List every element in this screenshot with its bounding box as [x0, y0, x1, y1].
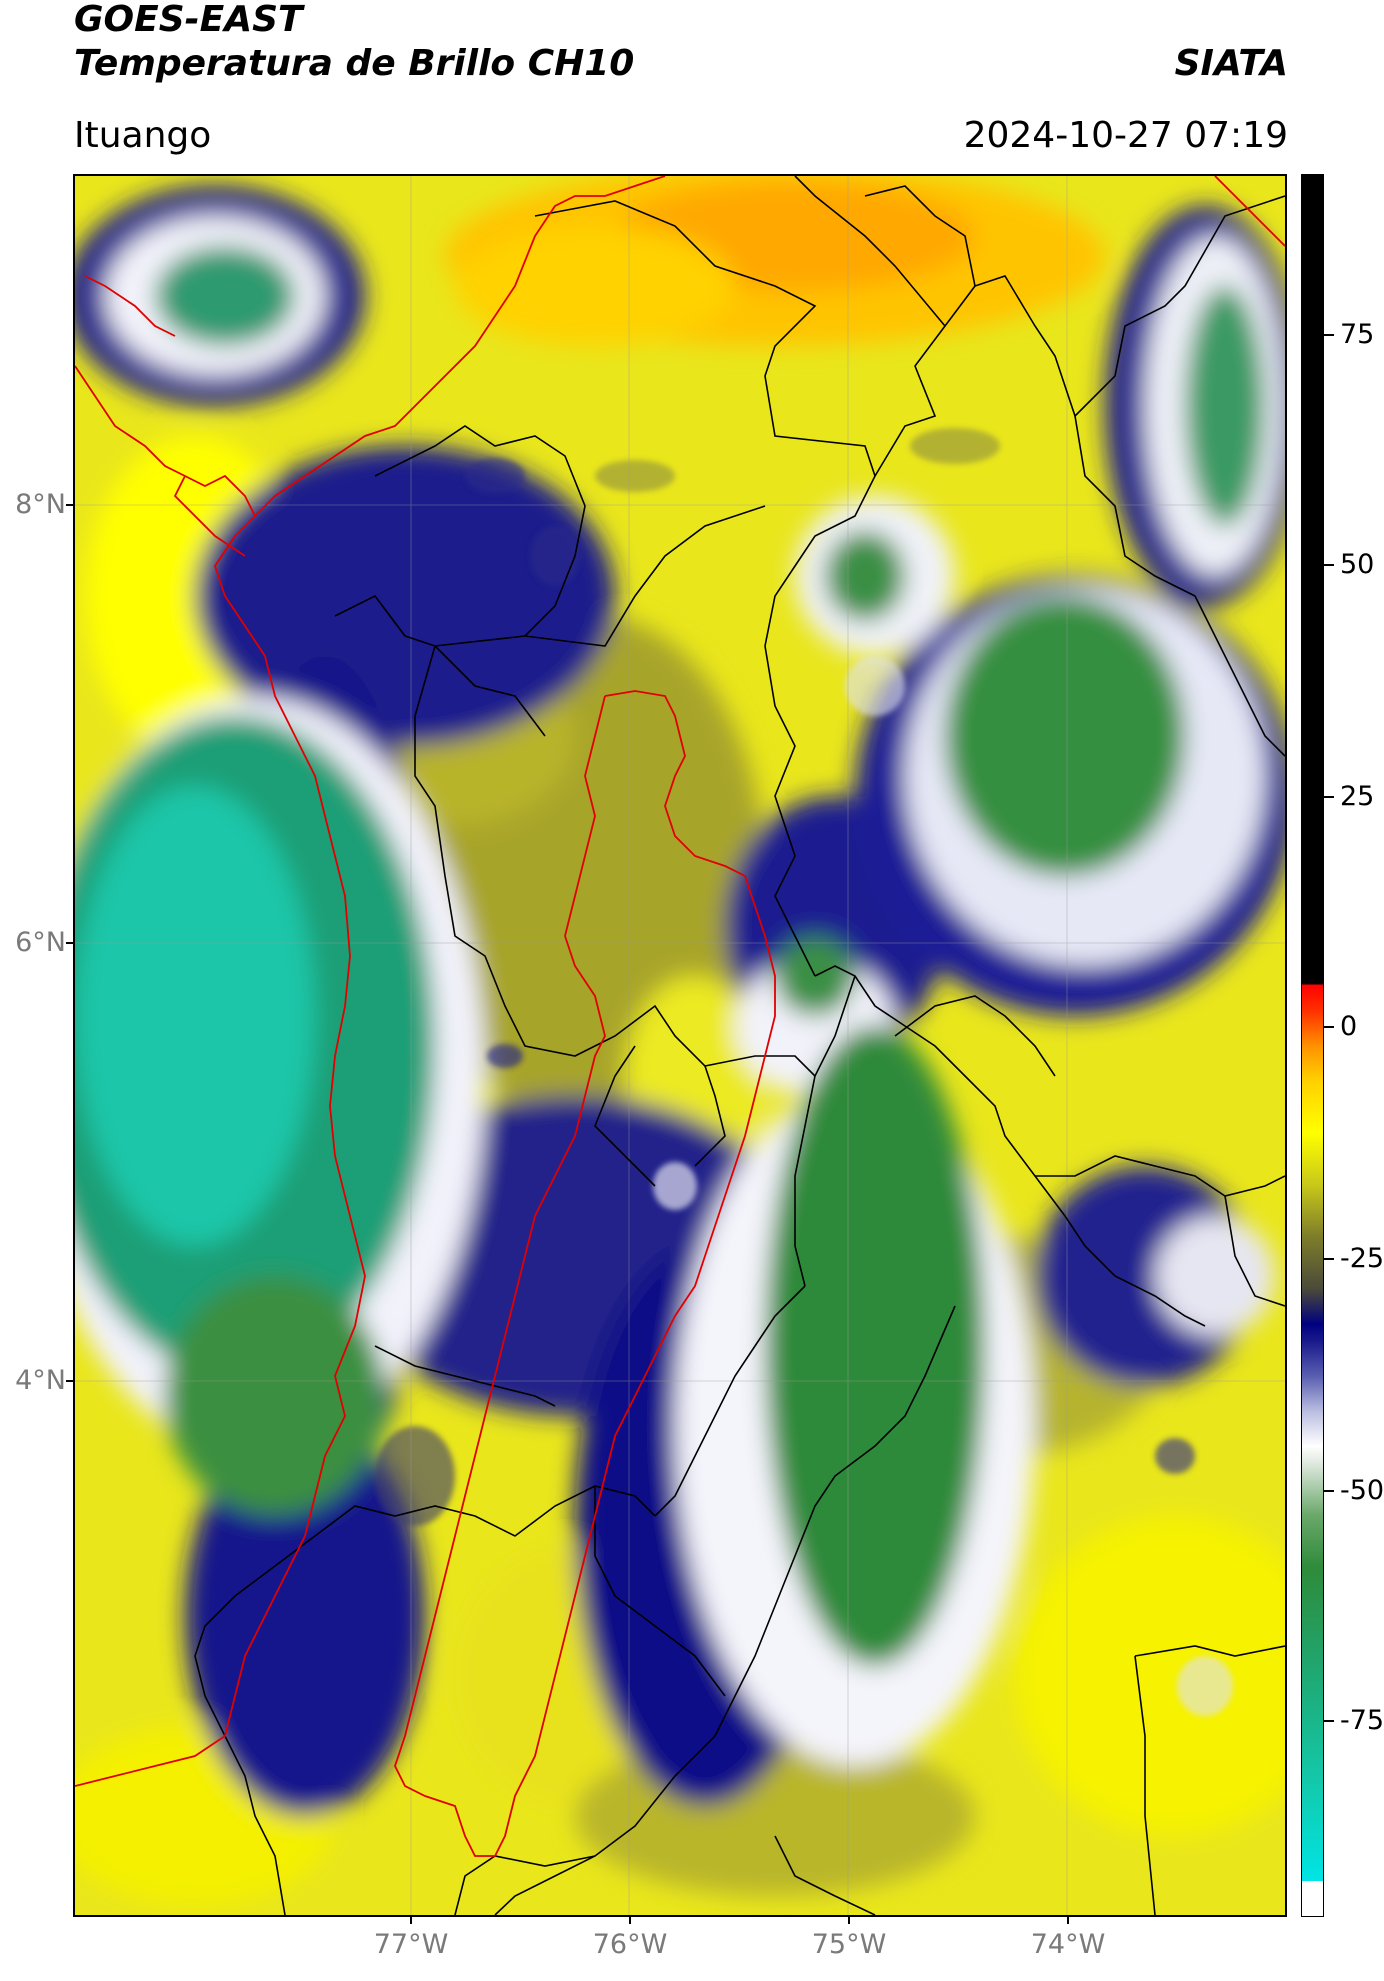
colorbar-tick-neg25 — [1324, 1258, 1334, 1260]
lon-label-77w: 77°W — [373, 1929, 449, 1960]
colorbar-label-neg25: -25 — [1340, 1243, 1384, 1274]
lat-tick-8n — [66, 504, 73, 506]
brightness-temperature-map — [73, 174, 1287, 1917]
cloud-field — [75, 176, 1285, 1906]
coast-and-basin — [75, 176, 1285, 1857]
satellite-title: GOES-EAST — [74, 0, 303, 40]
colorbar-label-neg50: -50 — [1340, 1475, 1384, 1506]
colorbar-label-25: 25 — [1340, 781, 1375, 812]
colorbar-tick-75 — [1324, 334, 1334, 336]
texture-speckles — [375, 428, 1233, 1716]
map-svg — [75, 176, 1285, 1915]
agency-label: SIATA — [1174, 43, 1288, 84]
colorbar-label-75: 75 — [1340, 319, 1375, 350]
lat-label-4n: 4°N — [15, 1365, 66, 1396]
lon-label-76w: 76°W — [592, 1929, 668, 1960]
lat-label-8n: 8°N — [15, 489, 66, 520]
colorbar-label-0: 0 — [1340, 1011, 1358, 1042]
lon-tick-77w — [410, 1917, 412, 1924]
lon-label-75w: 75°W — [811, 1929, 887, 1960]
product-title: Temperatura de Brillo CH10 — [74, 43, 635, 84]
lat-label-6n: 6°N — [15, 927, 66, 958]
location-label: Ituango — [74, 115, 212, 156]
datetime-label: 2024-10-27 07:19 — [963, 115, 1288, 156]
colorbar-label-50: 50 — [1340, 549, 1375, 580]
temperature-colorbar — [1301, 174, 1324, 1917]
lon-tick-75w — [848, 1917, 850, 1924]
graticule — [75, 176, 1285, 1915]
lon-tick-74w — [1067, 1917, 1069, 1924]
colorbar-tick-neg75 — [1324, 1720, 1334, 1722]
lat-tick-4n — [66, 1380, 73, 1382]
department-boundaries — [194, 176, 1285, 1915]
colorbar-label-neg75: -75 — [1340, 1705, 1384, 1736]
colorbar-tick-25 — [1324, 796, 1334, 798]
colorbar-tick-neg50 — [1324, 1490, 1334, 1492]
lon-tick-76w — [629, 1917, 631, 1924]
lon-label-74w: 74°W — [1030, 1929, 1106, 1960]
colorbar-tick-50 — [1324, 564, 1334, 566]
colorbar-tick-0 — [1324, 1026, 1334, 1028]
lat-tick-6n — [66, 942, 73, 944]
